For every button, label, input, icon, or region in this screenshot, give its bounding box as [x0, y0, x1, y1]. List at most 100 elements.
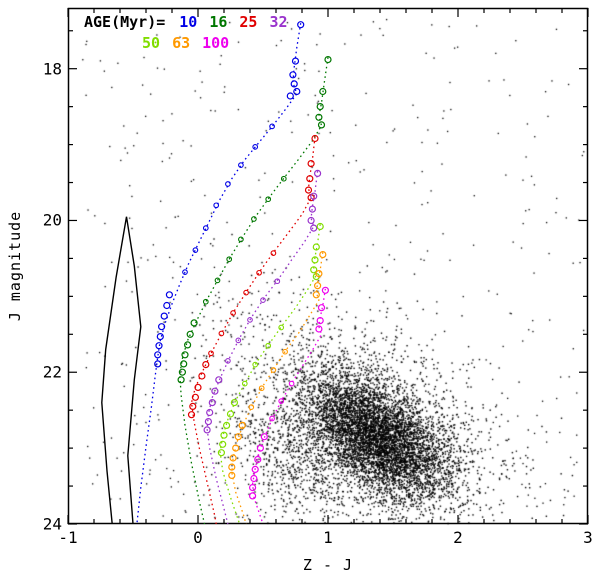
isochrone-point — [198, 372, 206, 380]
age-legend: AGE(Myr)= 10 16 25 32 50 63 100 — [84, 12, 288, 54]
isochrone-point-small — [269, 123, 275, 130]
isochrone-point — [208, 399, 216, 407]
isochrone-point-small — [252, 144, 259, 150]
isochrone-point — [297, 21, 305, 29]
isochrone-point — [316, 222, 324, 231]
isochrone-point-small — [241, 380, 248, 387]
isochrone-point-small — [225, 181, 231, 187]
isochrone-point — [190, 319, 198, 327]
x-tick-label-2: 2 — [453, 528, 463, 547]
isochrone-point — [206, 408, 214, 417]
isochrone-point — [160, 312, 168, 320]
isochrone-point — [317, 121, 326, 129]
isochrone-point — [158, 323, 166, 331]
legend-age-16: 16 — [209, 13, 228, 31]
isochrone-point — [310, 224, 318, 232]
isochrone-32myr — [203, 169, 322, 524]
legend-age-100: 100 — [202, 34, 230, 52]
age-legend-row1: AGE(Myr)= 10 16 25 32 — [84, 12, 288, 33]
isochrone-63myr — [228, 251, 327, 524]
isochrone-point — [228, 471, 236, 479]
isochrone-point-small — [260, 297, 266, 303]
isochrone-point-small — [182, 269, 188, 275]
isochrone-point-small — [256, 269, 262, 276]
isochrone-point — [290, 80, 298, 88]
isochrone-point-small — [280, 175, 287, 182]
legend-ages-row1: 10 16 25 32 — [179, 12, 287, 33]
isochrone-point — [194, 383, 202, 391]
isochrone-point — [229, 454, 237, 462]
y-axis-label: J magnitude — [6, 210, 24, 322]
x-tick-label-1: 1 — [323, 528, 333, 547]
isochrone-point — [307, 216, 315, 225]
isochrone-point — [230, 399, 238, 407]
isochrone-point — [308, 205, 316, 213]
isochrone-point-small — [278, 324, 285, 331]
isochrone-point — [306, 175, 314, 183]
isochrone-point — [315, 270, 323, 278]
isochrone-point — [314, 169, 322, 177]
isochrone-point-small — [225, 358, 231, 364]
isochrone-point — [163, 301, 171, 310]
isochrone-point — [251, 465, 259, 473]
legend-age-50: 50 — [142, 34, 161, 52]
axis-ticks — [67, 8, 589, 525]
isochrone-point — [256, 444, 264, 452]
isochrones — [136, 21, 332, 524]
legend-age-10: 10 — [179, 13, 198, 31]
isochrone-50myr — [217, 222, 324, 524]
isochrone-point — [177, 376, 185, 384]
isochrone-point — [319, 251, 327, 259]
isochrone-point-small — [202, 298, 209, 305]
isochrone-point-small — [278, 398, 285, 404]
isochrone-point — [314, 282, 322, 290]
isochrone-point-small — [235, 337, 242, 344]
isochrone-point-small — [230, 310, 236, 316]
isochrone-point — [293, 87, 301, 96]
legend-age-25: 25 — [239, 13, 258, 31]
isochrone-point — [315, 113, 323, 121]
isochrone-point-small — [270, 250, 277, 256]
isochrone-line-16 — [179, 57, 329, 524]
isochrone-point — [211, 387, 219, 395]
isochrone-point — [228, 463, 236, 471]
isochrone-point — [249, 484, 257, 492]
isochrone-point-small — [274, 278, 281, 285]
isochrone-point — [307, 160, 315, 168]
isochrone-point-small — [214, 277, 221, 284]
isochrone-point-small — [247, 317, 253, 323]
isochrone-point — [311, 256, 319, 264]
isochrone-point — [202, 361, 210, 369]
isochrone-point — [316, 317, 324, 325]
isochrone-point — [312, 291, 320, 299]
isochrone-point-small — [251, 216, 257, 222]
isochrone-point — [310, 266, 318, 274]
x-tick-label-0: 0 — [193, 528, 203, 547]
isochrone-point — [217, 449, 225, 457]
isochrone-point-small — [270, 367, 277, 373]
isochrone-point — [154, 351, 162, 359]
isochrone-point — [234, 433, 242, 441]
isochrone-point — [324, 55, 332, 64]
isochrone-point-small — [265, 342, 272, 349]
isochrone-point-small — [192, 247, 199, 253]
isochrone-point — [165, 291, 173, 299]
isochrone-point — [311, 134, 319, 143]
isochrone-10myr — [136, 21, 305, 524]
y-tick-label-18: 18 — [42, 59, 62, 79]
isochrone-point — [204, 418, 212, 426]
legend-title: AGE(Myr)= — [84, 13, 166, 31]
isochrone-point — [315, 325, 323, 333]
isochrone-point-small — [202, 225, 209, 231]
isochrone-point — [317, 304, 326, 312]
isochrone-point-small — [218, 330, 225, 337]
isochrone-point-small — [226, 256, 233, 263]
plot-frame — [67, 7, 589, 525]
isochrone-point — [291, 57, 300, 65]
age-legend-row2: 50 63 100 — [142, 33, 288, 54]
selection-region-outline — [101, 216, 142, 524]
isochrone-point — [180, 360, 188, 368]
